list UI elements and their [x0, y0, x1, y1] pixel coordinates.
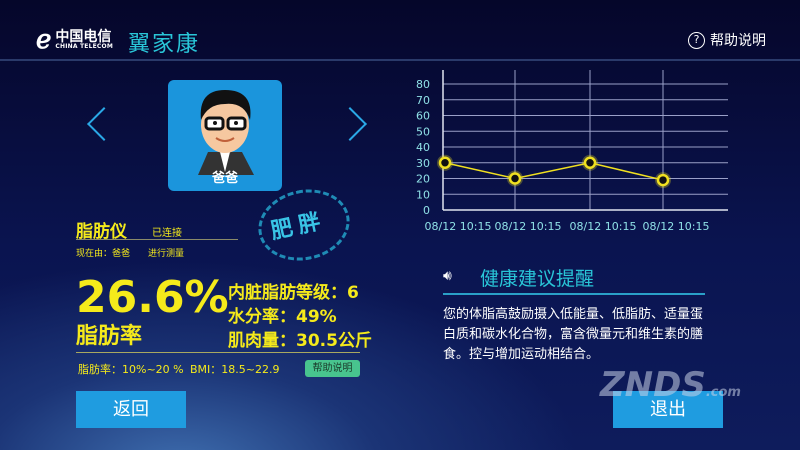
question-icon: ?	[688, 31, 705, 49]
water-rate: 水分率：49%	[228, 307, 337, 327]
header-divider	[0, 59, 800, 61]
exit-button[interactable]: 退出	[613, 391, 723, 428]
data-point	[438, 156, 452, 169]
avatar-name: 爸爸	[211, 171, 238, 186]
y-tick-label: 80	[416, 78, 430, 91]
muscle-mass: 肌肉量：30.5公斤	[228, 331, 372, 351]
data-point	[508, 172, 522, 185]
y-tick-label: 30	[416, 157, 430, 170]
y-tick-label: 10	[416, 188, 430, 201]
next-user-arrow-icon[interactable]	[333, 107, 367, 141]
y-tick-label: 20	[416, 173, 430, 186]
visceral-fat: 内脏脂肪等级：6	[228, 283, 359, 303]
data-point	[656, 173, 670, 187]
prev-user-arrow-icon[interactable]	[87, 107, 121, 141]
y-tick-label: 50	[416, 125, 430, 138]
data-point	[583, 156, 597, 169]
reference-divider	[76, 352, 360, 353]
china-telecom-logo: ℯ 中国电信 CHINA TELECOM	[36, 25, 113, 55]
measuring-action: 进行测量	[148, 249, 185, 259]
help-label: 帮助说明	[710, 33, 766, 49]
advice-body: 您的体脂高鼓励摄入低能量、低脂肪、适量蛋白质和碳水化合物，富含微量元和维生素的膳…	[443, 307, 704, 362]
y-tick-label: 70	[416, 94, 430, 107]
help-link[interactable]: ? 帮助说明	[688, 30, 766, 50]
fat-rate-value: 26.6%	[76, 272, 229, 323]
device-name: 脂肪仪	[76, 222, 127, 242]
fat-rate-label: 脂肪率	[76, 324, 143, 349]
x-tick-label: 08/12 10:15	[643, 220, 710, 233]
x-tick-label: 08/12 10:15	[425, 220, 492, 233]
measuring-by: 现在由：爸爸	[76, 249, 131, 259]
speaker-icon: 🔊︎	[443, 268, 452, 284]
x-tick-label: 08/12 10:15	[570, 220, 637, 233]
y-tick-label: 60	[416, 110, 430, 123]
y-tick-label: 0	[423, 204, 430, 217]
advice-title: 健康建议提醒	[480, 268, 595, 290]
advice-divider	[443, 293, 705, 295]
logo-cn: 中国电信	[55, 29, 112, 45]
device-status: 已连接	[152, 228, 182, 239]
user-avatar[interactable]: 爸爸	[168, 80, 282, 191]
series-line	[444, 161, 664, 181]
logo-en: CHINA TELECOM	[55, 43, 113, 50]
reference-help-button[interactable]: 帮助说明	[305, 360, 360, 377]
watermark-logo: ZNDS.com	[600, 365, 741, 405]
telecom-logo-icon: ℯ	[36, 25, 52, 55]
x-tick-label: 08/12 10:15	[495, 220, 562, 233]
bmi-reference: BMI：18.5~22.9	[190, 363, 280, 376]
fat-rate-reference: 脂肪率：10%~20 %	[78, 363, 184, 376]
avatar-illustration	[198, 90, 254, 175]
y-tick-label: 40	[416, 141, 430, 154]
app-title: 翼家康	[128, 32, 201, 57]
device-divider	[76, 239, 238, 240]
back-button[interactable]: 返回	[76, 391, 186, 428]
